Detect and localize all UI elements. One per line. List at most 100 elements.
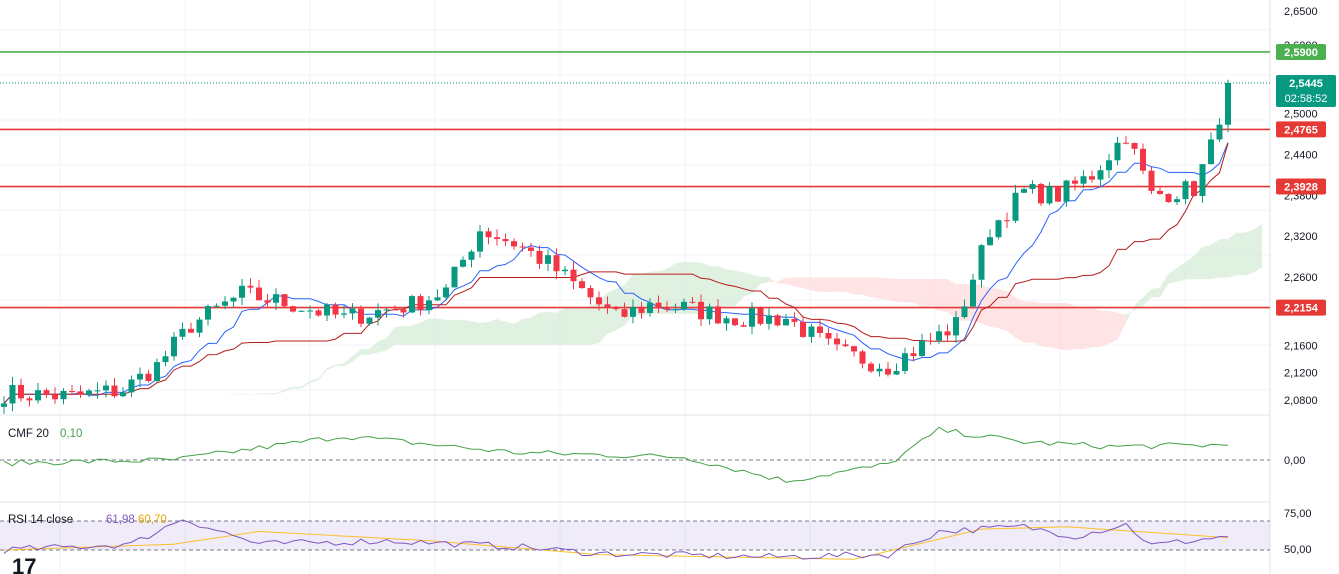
candle: [545, 249, 551, 272]
candle: [562, 266, 568, 276]
candle: [205, 304, 211, 326]
cloud-segment: [888, 278, 897, 302]
candle: [128, 375, 135, 397]
candle: [256, 279, 262, 301]
candle: [188, 322, 194, 333]
candle: [698, 294, 704, 326]
rsi-title[interactable]: RSI 14 close: [8, 514, 73, 526]
cloud-segment: [794, 277, 803, 289]
cloud-segment: [624, 274, 633, 326]
cloud-segment: [1236, 232, 1245, 276]
candle: [1208, 132, 1214, 165]
candle: [919, 333, 925, 357]
candle: [783, 313, 789, 326]
candle: [264, 294, 271, 308]
candle: [774, 313, 781, 327]
candle: [281, 293, 288, 308]
cloud-segment: [939, 279, 948, 313]
cloud-segment: [854, 277, 863, 295]
cloud-segment: [1143, 288, 1152, 306]
candle: [1216, 118, 1223, 143]
candle: [1038, 182, 1044, 207]
rsi-ma-line: [3, 526, 1229, 560]
candle: [145, 369, 152, 383]
cloud-segment: [743, 272, 752, 297]
candle: [664, 301, 670, 312]
cloud-segment: [573, 307, 582, 345]
candle: [162, 350, 169, 367]
cloud-segment: [1168, 267, 1177, 284]
candle: [69, 384, 75, 395]
candle: [196, 317, 203, 338]
cloud-segment: [1109, 311, 1118, 344]
candle: [1072, 176, 1078, 191]
candle: [638, 301, 645, 319]
cloud-segment: [1228, 232, 1237, 278]
candle: [536, 245, 543, 270]
candle: [1029, 180, 1036, 194]
cloud-segment: [318, 368, 327, 380]
level-label: 2,5900: [1284, 47, 1318, 59]
cloud-segment: [463, 319, 472, 345]
candle: [460, 256, 466, 268]
candle: [723, 315, 730, 331]
candle: [290, 305, 296, 313]
cloud-segment: [293, 386, 302, 389]
cloud-segment: [505, 321, 514, 345]
price-tick-label: 2,2600: [1284, 272, 1318, 284]
cloud-segment: [335, 363, 344, 367]
cloud-segment: [930, 279, 939, 311]
candle: [936, 324, 942, 344]
cloud-segment: [811, 277, 820, 292]
cloud-segment: [548, 311, 557, 345]
cloud-segment: [157, 394, 166, 404]
candle: [86, 388, 92, 398]
cloud-segment: [582, 305, 591, 345]
candle: [273, 288, 279, 311]
candle: [26, 396, 33, 407]
price-tick-label: 2,1200: [1284, 368, 1318, 380]
candle: [94, 382, 101, 399]
price-axis[interactable]: 2,65002,60002,55002,50002,44002,38002,32…: [1284, 6, 1318, 407]
candle: [468, 249, 475, 268]
candle: [596, 291, 602, 311]
candle: [451, 266, 458, 288]
candle: [392, 305, 398, 311]
cmf-zero-label: 0,00: [1284, 455, 1305, 467]
cloud-segment: [242, 394, 251, 395]
cloud-segment: [837, 277, 846, 292]
cloud-segment: [1117, 312, 1126, 340]
cloud-segment: [905, 279, 914, 303]
candle: [120, 387, 126, 398]
cloud-segment: [803, 277, 812, 291]
price-tick-label: 2,4400: [1284, 149, 1318, 161]
cloud-segment: [344, 355, 353, 367]
cloud-segment: [828, 277, 837, 292]
candle: [1131, 142, 1138, 155]
level-lines: [0, 51, 1270, 309]
cloud-segment: [1160, 273, 1169, 298]
cloud-segment: [327, 364, 336, 371]
candle: [366, 317, 373, 326]
cloud-segment: [361, 348, 370, 355]
candle: [1199, 164, 1206, 203]
candle: [1097, 165, 1104, 188]
candle: [154, 358, 160, 383]
candle: [1055, 185, 1061, 203]
cloud-segment: [522, 317, 531, 345]
cloud-segment: [752, 274, 761, 294]
cloud-segment: [667, 263, 676, 314]
cloud-segment: [565, 307, 574, 345]
grid-lines: [0, 0, 1270, 574]
cloud-segment: [1058, 302, 1067, 351]
candle: [519, 242, 526, 252]
cloud-segment: [769, 277, 778, 284]
cloud-segment: [1041, 302, 1050, 348]
candle: [426, 295, 432, 315]
candle: [1140, 143, 1146, 175]
cmf-title[interactable]: CMF 20: [8, 428, 49, 440]
candle: [1182, 179, 1189, 205]
cloud-segment: [284, 386, 293, 392]
candle: [409, 294, 415, 314]
